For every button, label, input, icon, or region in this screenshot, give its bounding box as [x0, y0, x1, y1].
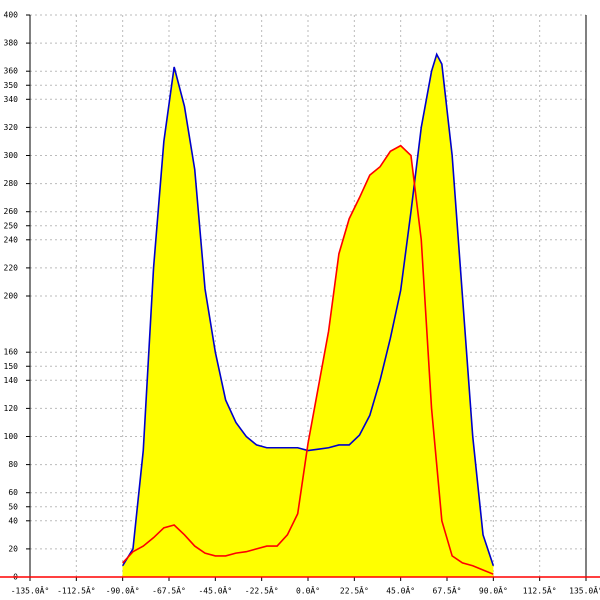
y-tick-label: 80 [8, 460, 18, 469]
y-tick-label: 160 [4, 348, 19, 357]
y-tick-label: 280 [4, 179, 19, 188]
y-tick-label: 250 [4, 221, 19, 230]
y-tick-label: 120 [4, 404, 19, 413]
x-tick-label: 90.0Â° [479, 585, 508, 596]
x-tick-label: -67.5Â° [152, 585, 186, 596]
x-tick-label: -90.0Â° [106, 585, 140, 596]
y-tick-label: 140 [4, 376, 19, 385]
y-tick-label: 60 [8, 488, 18, 497]
y-tick-label: 400 [4, 11, 19, 20]
x-tick-label: -22.5Â° [245, 585, 279, 596]
x-tick-label: 22.5Â° [340, 585, 369, 596]
y-tick-label: 260 [4, 207, 19, 216]
x-tick-label: -45.0Â° [198, 585, 232, 596]
y-tick-label: 220 [4, 263, 19, 272]
y-tick-label: 150 [4, 362, 19, 371]
y-tick-label: 350 [4, 81, 19, 90]
x-tick-label: 67.5Â° [433, 585, 462, 596]
x-tick-label: 0.0Â° [296, 585, 320, 596]
y-tick-label: 100 [4, 432, 19, 441]
series-line [121, 52, 495, 567]
y-tick-label: 380 [4, 39, 19, 48]
y-tick-label: 20 [8, 544, 18, 553]
y-tick-label: 340 [4, 95, 19, 104]
x-tick-label: 112.5Â° [523, 585, 557, 596]
x-tick-label: -135.0Â° [11, 585, 50, 596]
y-tick-label: 200 [4, 292, 19, 301]
y-tick-label: 360 [4, 67, 19, 76]
y-tick-label: 240 [4, 235, 19, 244]
x-tick-label: 135.0Â° [569, 585, 600, 596]
y-tick-label: 300 [4, 151, 19, 160]
y-tick-label: 40 [8, 516, 18, 525]
x-tick-label: 45.0Â° [386, 585, 415, 596]
y-tick-label: 320 [4, 123, 19, 132]
area-fill [122, 145, 494, 578]
x-tick-label: -112.5Â° [57, 585, 96, 596]
y-tick-label: 50 [8, 502, 18, 511]
series-line [122, 144, 494, 575]
